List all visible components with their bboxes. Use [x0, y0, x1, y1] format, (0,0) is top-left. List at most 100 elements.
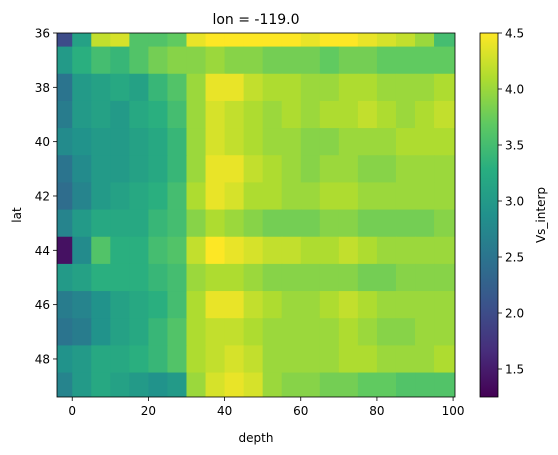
heatmap-cell [186, 128, 207, 156]
heatmap-cell [186, 182, 207, 211]
x-tick-label: 60 [293, 404, 308, 418]
heatmap-cell [395, 263, 416, 292]
heatmap-cell [376, 372, 397, 397]
heatmap-cell [186, 155, 207, 183]
heatmap-cell [110, 291, 130, 319]
heatmap-cell [319, 318, 340, 346]
heatmap-cell [110, 345, 130, 374]
heatmap-cell [57, 182, 73, 211]
heatmap-cell [262, 291, 283, 319]
heatmap-cell [167, 372, 188, 397]
heatmap-cell [338, 155, 359, 183]
heatmap-cell [281, 263, 302, 292]
heatmap-cell [338, 345, 359, 374]
heatmap-cell [110, 263, 130, 292]
heatmap-cell [186, 263, 207, 292]
heatmap-cell [57, 100, 73, 129]
y-tick-label: 38 [35, 81, 50, 95]
heatmap-cell [395, 155, 416, 183]
heatmap-cell [281, 100, 302, 129]
x-tick-label: 0 [68, 404, 76, 418]
heatmap-cell [57, 209, 73, 238]
heatmap-cell [129, 236, 149, 265]
heatmap-cell [148, 345, 169, 374]
heatmap-cell [434, 128, 455, 156]
heatmap-cell [338, 73, 359, 102]
heatmap-cell [186, 46, 207, 75]
heatmap-cell [376, 182, 397, 211]
heatmap-cell [281, 345, 302, 374]
heatmap-cell [319, 46, 340, 75]
heatmap-cell [148, 372, 169, 397]
heatmap-cell [376, 236, 397, 265]
heatmap-cell [262, 318, 283, 346]
heatmap-cell [167, 46, 188, 75]
heatmap-cell [376, 100, 397, 129]
heatmap-cell [243, 318, 264, 346]
heatmap-cell [395, 46, 416, 75]
heatmap-cell [167, 73, 188, 102]
heatmap-cell [57, 155, 73, 183]
heatmap-cell [148, 209, 169, 238]
heatmap-cell [376, 73, 397, 102]
heatmap-cell [319, 345, 340, 374]
heatmap-cell [110, 46, 130, 75]
heatmap-cell [129, 291, 149, 319]
heatmap-cell [129, 73, 149, 102]
heatmap-cell [338, 263, 359, 292]
heatmap-cell [129, 345, 149, 374]
heatmap-cell [262, 209, 283, 238]
colorbar-tick-label: 4.5 [505, 27, 524, 41]
heatmap-cell [72, 155, 92, 183]
heatmap-cell [224, 33, 245, 48]
heatmap-cell [110, 209, 130, 238]
heatmap-cell [281, 236, 302, 265]
colorbar-tick-label: 3.5 [505, 139, 524, 153]
heatmap-cell [72, 209, 92, 238]
heatmap-cell [262, 236, 283, 265]
heatmap-cell [376, 46, 397, 75]
heatmap-cell [167, 182, 188, 211]
heatmap-cell [205, 128, 226, 156]
y-tick-label: 40 [35, 135, 50, 149]
heatmap-cell [167, 33, 188, 48]
heatmap-cell [434, 46, 455, 75]
y-tick-label: 36 [35, 27, 50, 41]
heatmap-cell [167, 345, 188, 374]
colorbar [479, 32, 499, 398]
heatmap-cell [415, 33, 435, 48]
heatmap-cell [243, 46, 264, 75]
heatmap-cell [357, 209, 378, 238]
heatmap-cell [395, 318, 416, 346]
heatmap-cell [224, 291, 245, 319]
heatmap-cell [72, 73, 92, 102]
heatmap-cell [319, 73, 340, 102]
heatmap-cell [338, 372, 359, 397]
heatmap-cell [72, 182, 92, 211]
heatmap-cell [91, 372, 111, 397]
heatmap-cell [224, 372, 245, 397]
heatmap-cell [57, 236, 73, 265]
heatmap-cell [91, 291, 111, 319]
heatmap-cell [205, 345, 226, 374]
heatmap-cell [243, 128, 264, 156]
heatmap-cell [57, 372, 73, 397]
heatmap-cell [91, 73, 111, 102]
heatmap-cell [357, 33, 378, 48]
heatmap-cell [376, 263, 397, 292]
heatmap-cell [376, 33, 397, 48]
heatmap-cell [338, 236, 359, 265]
heatmap-cell [91, 128, 111, 156]
heatmap-cell [167, 209, 188, 238]
heatmap-cell [357, 128, 378, 156]
heatmap-cell [415, 236, 435, 265]
heatmap-cell [57, 128, 73, 156]
heatmap-cell [205, 46, 226, 75]
heatmap-cell [243, 33, 264, 48]
heatmap-cell [129, 155, 149, 183]
heatmap-cell [186, 33, 207, 48]
heatmap-cell [434, 263, 455, 292]
heatmap-cell [57, 33, 73, 48]
heatmap-cell [224, 155, 245, 183]
heatmap-cell [148, 236, 169, 265]
